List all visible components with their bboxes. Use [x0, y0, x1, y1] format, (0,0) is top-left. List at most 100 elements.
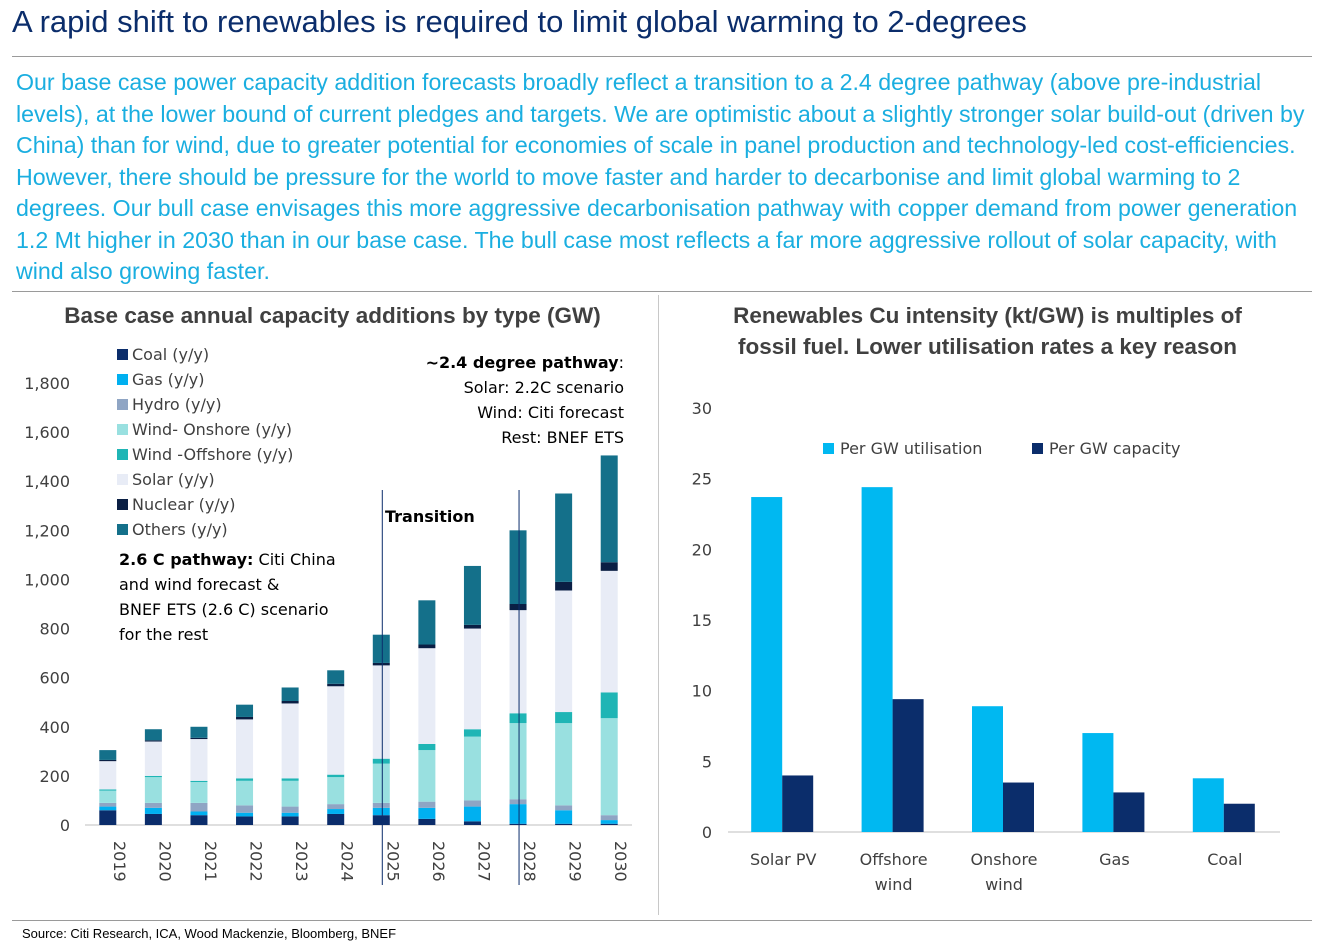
bar-segment [144, 729, 162, 741]
y-tick-label: 1,200 [24, 521, 70, 540]
base-pathway-annotation-line: BNEF ETS (2.6 C) scenario [119, 600, 328, 619]
bar-segment [372, 758, 390, 764]
x-tick-label: 2027 [474, 841, 493, 882]
x-tick-label: wind [985, 875, 1023, 894]
y-tick-label: 10 [692, 682, 712, 701]
bar-segment [509, 713, 527, 724]
bar-segment [99, 810, 117, 825]
footer-divider [12, 920, 1312, 921]
bar-segment [463, 800, 481, 807]
bar-segment [281, 700, 299, 704]
y-tick-label: 600 [39, 669, 70, 688]
pathway-annotation-line: Rest: BNEF ETS [501, 428, 624, 447]
bar-segment [372, 662, 390, 666]
bar-segment [555, 823, 573, 825]
bar-segment [463, 736, 481, 801]
x-tick-label: 2020 [155, 841, 174, 882]
legend-swatch [117, 499, 128, 510]
bar-segment [190, 737, 208, 740]
bar-segment [190, 802, 208, 812]
bar-segment [190, 815, 208, 825]
x-tick-label: Offshore [860, 850, 928, 869]
intro-divider [12, 291, 1312, 292]
bar-segment [372, 665, 390, 759]
bar-segment [281, 812, 299, 817]
bar-segment [372, 802, 390, 808]
legend-swatch [117, 349, 128, 360]
bar-segment [190, 782, 208, 803]
bar-segment [281, 703, 299, 779]
y-tick-label: 5 [702, 752, 712, 771]
bar-segment [144, 813, 162, 825]
legend-swatch [117, 374, 128, 385]
bar-segment [463, 565, 481, 625]
bar-segment [555, 493, 573, 582]
bar-segment [600, 820, 618, 824]
legend-swatch [117, 424, 128, 435]
bar-segment [555, 712, 573, 724]
x-tick-label: Gas [1099, 850, 1130, 869]
bar-segment [190, 811, 208, 816]
y-tick-label: 15 [692, 611, 712, 630]
legend-swatch [1032, 443, 1043, 454]
bar [751, 497, 783, 832]
legend-label: Wind- Onshore (y/y) [132, 420, 292, 439]
bar-segment [236, 719, 254, 779]
bar [1223, 803, 1255, 832]
bar [892, 699, 924, 832]
bar-segment [144, 777, 162, 803]
y-tick-label: 25 [692, 470, 712, 489]
bar-segment [327, 804, 345, 810]
y-tick-label: 30 [692, 399, 712, 418]
legend-label: Others (y/y) [132, 520, 228, 539]
bar [1082, 733, 1114, 832]
bar-segment [463, 628, 481, 730]
pathway-annotation-line: Solar: 2.2C scenario [464, 378, 624, 397]
cu-intensity-chart: 0 5 10 15 20 25 30 Solar PV Offshore wind Onshore w… [692, 399, 1280, 894]
bar-segment [236, 704, 254, 717]
x-tick-label: 2030 [611, 841, 630, 882]
bar-segment [372, 815, 390, 825]
bar-segment [99, 806, 117, 811]
bar-segment [555, 590, 573, 713]
legend-swatch [117, 449, 128, 460]
chart2-title: Renewables Cu intensity (kt/GW) is multi… [680, 300, 1295, 362]
bar-segment [600, 570, 618, 693]
bar-segment [281, 778, 299, 781]
bar-segment [555, 723, 573, 806]
bar [782, 775, 814, 832]
intro-paragraph: Our base case power capacity addition fo… [16, 69, 1305, 284]
bar-segment [236, 778, 254, 781]
bar [1192, 778, 1224, 832]
legend-label: Per GW utilisation [840, 439, 982, 458]
x-tick-label: 2022 [247, 841, 266, 882]
x-tick-label: 2021 [201, 841, 220, 882]
y-tick-label: 1,600 [24, 423, 70, 442]
bar-segment [144, 802, 162, 808]
bar-segment [600, 823, 618, 825]
legend-label: Nuclear (y/y) [132, 495, 235, 514]
bar-segment [418, 750, 436, 802]
page-title: A rapid shift to renewables is required … [12, 4, 1027, 39]
bar-segment [99, 789, 117, 791]
pathway-annotation-title: ~2.4 degree pathway: [426, 353, 624, 372]
legend-label: Per GW capacity [1049, 439, 1180, 458]
x-tick-label: wind [875, 875, 913, 894]
bar-segment [190, 726, 208, 738]
bar-segment [281, 806, 299, 813]
legend-swatch [117, 399, 128, 410]
y-tick-label: 0 [702, 823, 712, 842]
bar-segment [509, 604, 527, 611]
legend-label: Wind -Offshore (y/y) [132, 445, 293, 464]
y-tick-label: 400 [39, 718, 70, 737]
bar-segment [509, 723, 527, 800]
bar-segment [372, 634, 390, 663]
capacity-additions-chart: 0 200 400 600 800 1,000 1,200 1,400 1,600 1,800 20… [24, 345, 632, 885]
bar-segment [144, 740, 162, 742]
bar-segment [327, 683, 345, 687]
x-tick-label: 2019 [110, 841, 129, 882]
bar-segment [236, 716, 254, 720]
bar [1003, 782, 1034, 832]
bar-segment [372, 807, 390, 816]
bar [861, 487, 893, 832]
